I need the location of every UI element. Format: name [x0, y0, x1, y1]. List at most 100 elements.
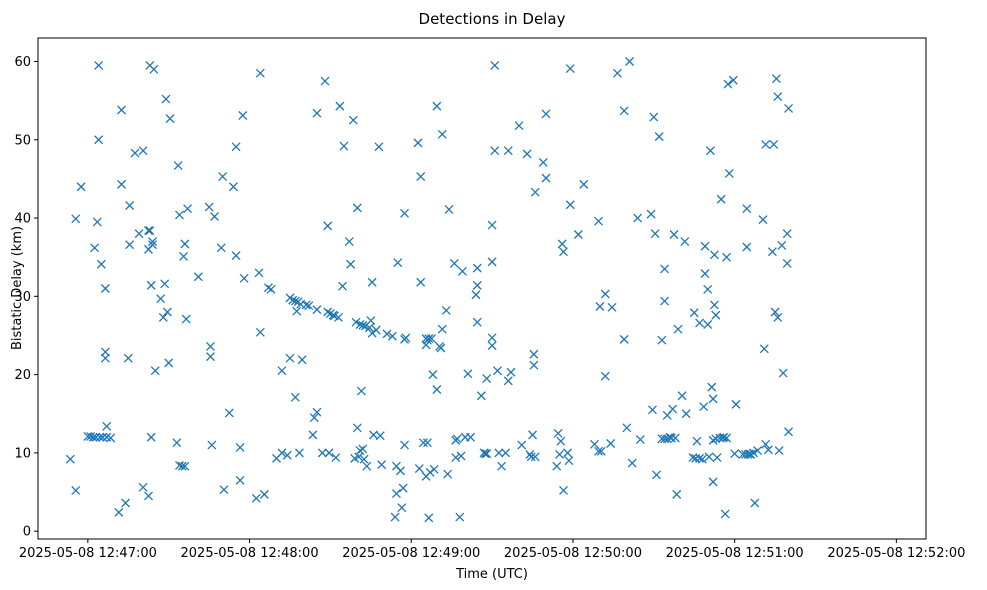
data-point: [398, 483, 408, 493]
data-point: [162, 307, 172, 317]
data-point: [720, 509, 730, 519]
data-point: [778, 368, 788, 378]
data-point: [145, 226, 155, 236]
x-tick-label: 2025-05-08 12:51:00: [666, 546, 804, 561]
data-point: [255, 68, 265, 78]
data-point: [466, 432, 476, 442]
data-point: [367, 277, 377, 287]
data-point: [709, 250, 719, 260]
data-point: [681, 409, 691, 419]
data-point: [173, 161, 183, 171]
data-point: [96, 259, 106, 269]
y-tick-label: 40: [14, 212, 31, 227]
data-point: [290, 392, 300, 402]
data-point: [235, 442, 245, 452]
data-point: [88, 432, 98, 442]
data-point: [449, 258, 459, 268]
y-tick-label: 30: [14, 290, 31, 305]
data-point: [490, 60, 500, 70]
data-point: [487, 257, 497, 267]
data-point: [377, 460, 387, 470]
data-point: [742, 204, 752, 214]
data-point: [471, 290, 481, 300]
data-point: [396, 466, 405, 476]
data-point: [92, 217, 102, 227]
data-point: [703, 284, 713, 294]
data-point: [180, 239, 190, 249]
data-point: [346, 259, 356, 269]
data-point: [541, 109, 551, 119]
data-point: [482, 374, 492, 383]
data-point: [458, 266, 467, 276]
data-point: [444, 204, 454, 214]
data-point: [619, 334, 629, 344]
data-point: [699, 402, 709, 412]
data-point: [308, 430, 318, 440]
data-point: [490, 146, 500, 156]
data-point: [724, 168, 734, 178]
data-point: [767, 247, 777, 257]
data-point: [703, 320, 713, 329]
data-point: [413, 138, 423, 148]
data-point: [594, 446, 604, 456]
data-point: [708, 435, 718, 445]
data-point: [317, 448, 327, 458]
data-point: [770, 307, 780, 317]
data-point: [660, 264, 670, 274]
data-point: [206, 341, 215, 351]
data-point: [358, 444, 368, 454]
data-point: [669, 230, 679, 239]
data-point: [773, 92, 783, 102]
data-point: [179, 251, 188, 261]
data-point: [102, 421, 112, 431]
data-point: [255, 327, 265, 337]
data-point: [335, 101, 345, 111]
data-point: [697, 454, 707, 464]
data-point: [607, 302, 617, 312]
data-point: [320, 76, 330, 86]
data-point: [750, 498, 760, 508]
data-point: [172, 438, 182, 448]
data-point: [301, 300, 311, 310]
data-point: [695, 453, 705, 463]
plot-frame: [37, 37, 927, 540]
data-point: [390, 512, 400, 522]
data-point: [359, 454, 369, 464]
data-point: [323, 221, 333, 231]
data-point: [633, 213, 643, 223]
data-point: [782, 258, 792, 268]
data-point: [595, 302, 605, 311]
data-point: [552, 461, 562, 471]
data-point: [708, 394, 718, 404]
data-point: [161, 94, 171, 104]
data-point: [441, 305, 451, 315]
data-point: [487, 220, 497, 230]
data-point: [429, 464, 439, 474]
data-point: [761, 439, 771, 449]
y-tick-label: 60: [14, 55, 31, 70]
data-point: [719, 432, 729, 442]
data-point: [424, 513, 434, 523]
data-point: [355, 446, 365, 456]
data-point: [668, 404, 678, 414]
data-point: [472, 263, 482, 273]
data-point: [712, 453, 722, 463]
data-point: [150, 366, 160, 376]
data-point: [649, 112, 659, 122]
data-point: [106, 433, 116, 443]
data-point: [416, 277, 426, 287]
y-tick-label: 10: [14, 446, 31, 461]
data-point: [292, 306, 302, 316]
data-point: [437, 129, 447, 139]
data-point: [493, 366, 502, 376]
data-point: [728, 75, 738, 85]
data-point: [352, 423, 362, 433]
data-point: [177, 461, 187, 471]
data-point: [149, 64, 159, 74]
data-point: [761, 140, 771, 149]
data-point: [100, 347, 110, 357]
data-point: [400, 440, 409, 450]
data-point: [784, 427, 794, 437]
data-point: [530, 452, 540, 462]
